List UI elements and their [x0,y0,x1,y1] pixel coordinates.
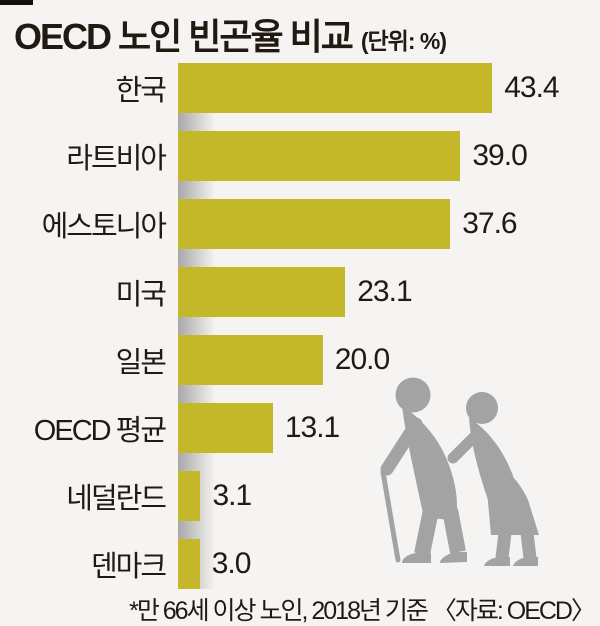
bar-row: 미국 23.1 [0,267,600,317]
man-front-leg [414,508,439,556]
bar-chart: 한국 43.4 라트비아 39.0 에스토니아 37.6 미국 23.1 일본 20.0 OECD … [0,63,600,590]
bar-value: 3.1 [212,479,252,512]
chart-title-row: OECD 노인 빈곤율 비교 (단위: %) [14,8,447,60]
bar [178,335,323,385]
bar-row: 덴마크 3.0 [0,539,600,589]
bar [178,471,201,521]
man-arm [380,417,423,476]
bar-label: OECD 평균 [33,415,167,447]
woman-front-leg [495,532,512,559]
bar-label: 에스토니아 [41,211,167,243]
bar [178,199,451,249]
man-back-foot [440,552,467,563]
source-footnote: *만 66세 이상 노인, 2018년 기준 〈자료: OECD〉 [129,597,596,625]
bar-row: 라트비아 39.0 [0,131,600,181]
woman-skirt [486,458,539,535]
bar-label: 라트비아 [66,143,167,175]
bar-value: 39.0 [472,139,527,172]
bar-row: 일본 20.0 [0,335,600,385]
bar-row: 네덜란드 3.1 [0,471,600,521]
bar-value: 23.1 [357,275,412,308]
top-left-accent-bar [0,0,33,5]
bar-label: 네덜란드 [66,483,167,515]
bar-row: OECD 평균 13.1 [0,403,600,453]
woman-head [466,392,498,424]
cane [380,469,401,563]
bar-value: 43.4 [504,71,559,104]
chart-unit-label: (단위: %) [360,28,447,54]
bar-value: 20.0 [334,343,390,376]
bar [178,403,273,453]
man-back-leg [442,508,466,554]
bar-value: 13.1 [284,411,340,444]
bar-row: 에스토니아 37.6 [0,199,600,249]
bar-value: 37.6 [462,207,517,240]
woman-back-leg [520,532,537,559]
elderly-couple-illustration [380,377,539,566]
woman-back-foot [513,557,538,566]
woman-arm [447,430,481,464]
bar-row: 한국 43.4 [0,63,600,113]
man-front-foot [402,553,431,563]
bar-value: 3.0 [211,547,252,580]
chart-title: OECD 노인 빈곤율 비교 [14,16,354,57]
bar-rows: 한국 43.4 라트비아 39.0 에스토니아 37.6 미국 23.1 일본 20.0 OECD … [0,63,600,589]
bar [178,539,200,589]
bar-label: 한국 [115,75,167,107]
bar-label: 일본 [115,347,167,379]
bar [178,63,493,113]
woman-front-foot [484,557,510,566]
bar [178,267,346,317]
man-head [395,377,431,413]
bar-label: 미국 [115,279,167,311]
bar [178,131,461,181]
bar-label: 덴마크 [90,551,167,583]
